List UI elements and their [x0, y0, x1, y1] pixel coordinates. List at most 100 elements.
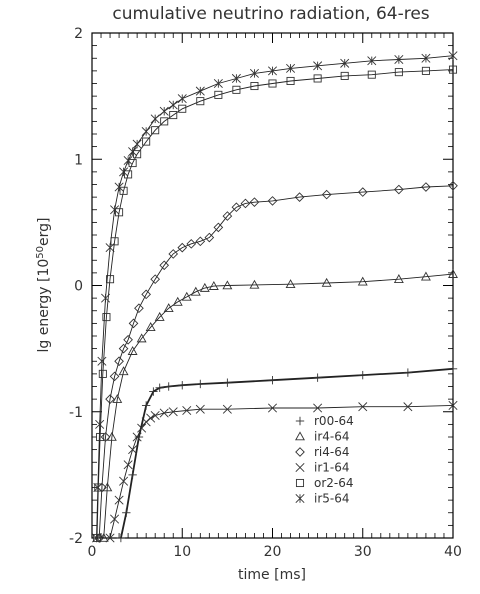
data-point [132, 432, 142, 442]
data-point [195, 86, 205, 96]
data-point [196, 379, 205, 389]
data-point [222, 404, 232, 414]
legend-item: or2-64 [295, 476, 354, 490]
data-point [178, 381, 187, 390]
data-point [128, 159, 137, 168]
data-point [448, 65, 458, 74]
data-point [448, 269, 458, 278]
data-point [168, 100, 178, 110]
data-point [394, 184, 404, 195]
data-point [159, 408, 169, 418]
data-point [190, 286, 201, 296]
data-point [151, 126, 160, 135]
data-point [96, 432, 105, 442]
data-point [105, 533, 115, 543]
data-point [250, 82, 259, 91]
data-point [114, 495, 124, 505]
data-point [150, 411, 160, 421]
data-point [313, 61, 323, 71]
legend-label: ir4-64 [314, 430, 350, 444]
data-point [159, 260, 170, 271]
series-ri4-64 [94, 180, 458, 543]
data-point [169, 111, 178, 120]
data-point [122, 508, 131, 517]
data-point [222, 280, 233, 290]
data-point [142, 137, 151, 146]
data-point [155, 383, 164, 392]
data-point [112, 393, 123, 403]
data-point [100, 432, 111, 442]
series-group [91, 51, 458, 543]
data-point [91, 533, 102, 543]
series-line [98, 185, 454, 539]
legend-item: ir5-64 [295, 492, 350, 506]
data-point [420, 271, 431, 281]
data-point [232, 85, 241, 94]
data-point [132, 139, 142, 149]
legend-label: ir1-64 [314, 461, 350, 475]
data-point [136, 333, 147, 343]
data-point [249, 68, 259, 78]
x-tick-label: 0 [88, 544, 97, 560]
data-point [101, 293, 111, 303]
y-tick-label: -2 [69, 531, 83, 547]
data-point [208, 281, 219, 290]
data-point [448, 400, 458, 410]
data-point [394, 68, 403, 77]
data-point [421, 66, 430, 75]
axis-ticks: 0 10 20 30 40 -2 -1 0 1 2 [69, 26, 462, 560]
data-point [295, 416, 305, 426]
data-point [98, 369, 107, 378]
y-tick-label: 1 [74, 152, 83, 168]
legend-label: ri4-64 [314, 445, 350, 459]
y-axis-label: lg energy [1050erg] [35, 218, 53, 353]
data-point [295, 431, 305, 441]
y-axis-label-sup: 50 [35, 246, 46, 259]
data-point [240, 198, 251, 209]
data-point [313, 74, 322, 83]
data-point [115, 208, 124, 217]
y-axis-label-main: lg energy [10 [36, 259, 52, 353]
data-point [394, 54, 404, 65]
legend-label: or2-64 [314, 476, 354, 490]
data-point [403, 368, 413, 377]
data-point [294, 192, 305, 202]
data-point [186, 239, 197, 249]
data-point [321, 277, 332, 287]
data-point [178, 104, 187, 113]
x-tick-label: 40 [444, 544, 462, 560]
data-point [196, 97, 205, 106]
data-point [448, 364, 458, 374]
data-point [128, 318, 139, 329]
data-point [367, 70, 376, 79]
data-point [168, 407, 178, 417]
data-point [177, 94, 187, 104]
data-point [182, 405, 192, 416]
legend-label: r00-64 [314, 414, 354, 428]
data-point [393, 274, 404, 283]
data-point [286, 63, 296, 73]
data-point [172, 296, 183, 306]
data-point [421, 53, 431, 63]
series-or2-64 [92, 65, 458, 543]
data-point [128, 147, 138, 157]
data-point [367, 56, 377, 66]
data-point [286, 76, 295, 85]
data-point [268, 79, 277, 88]
data-point [119, 186, 128, 195]
data-point [123, 460, 133, 470]
data-point [340, 71, 349, 80]
data-point [213, 78, 223, 89]
data-point [313, 373, 322, 382]
data-point [267, 403, 278, 413]
data-point [123, 334, 133, 345]
legend-item: r00-64 [295, 414, 354, 428]
data-point [109, 371, 120, 382]
series-ir4-64 [98, 269, 458, 542]
data-point [106, 275, 115, 284]
data-point [195, 404, 205, 414]
data-point [357, 276, 368, 286]
data-point [448, 180, 458, 191]
y-tick-label: -1 [69, 405, 83, 421]
